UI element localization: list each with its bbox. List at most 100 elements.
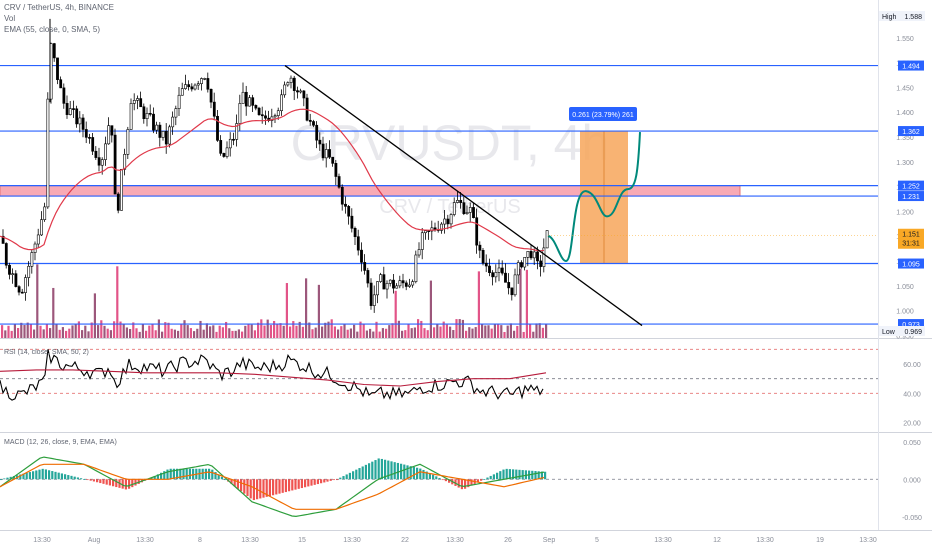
volume-bar — [244, 325, 247, 338]
volume-bar — [317, 284, 320, 338]
candle — [302, 90, 306, 99]
macd-histogram-bar — [393, 462, 396, 480]
descending-trendline[interactable] — [284, 65, 643, 327]
candle — [120, 168, 123, 211]
volume-bar — [13, 323, 16, 338]
candle — [491, 272, 495, 278]
volume-bar — [193, 331, 196, 338]
macd-histogram-bar — [153, 475, 156, 480]
price-level-tag-text: 1.231 — [902, 194, 920, 201]
candle — [200, 78, 203, 84]
volume-legend[interactable]: Vol — [4, 14, 16, 23]
watermark-symbol: CRVUSDT, 4h — [291, 115, 610, 171]
candle — [404, 282, 408, 287]
resistance-zone[interactable] — [0, 185, 741, 197]
candle — [376, 281, 379, 296]
macd-histogram-bar — [521, 470, 524, 480]
macd-histogram-bar — [259, 479, 262, 499]
macd-histogram-bar — [265, 479, 268, 497]
price-level-tag — [898, 191, 924, 202]
time-tick-label: 13:30 — [446, 537, 464, 544]
high-value: 1.588 — [904, 14, 922, 21]
macd-histogram-bar — [102, 479, 105, 484]
macd-histogram-bar — [252, 479, 255, 501]
volume-bar — [516, 325, 519, 338]
volume-bar — [26, 322, 29, 338]
price-pane[interactable] — [0, 0, 878, 338]
macd-histogram-bar — [419, 468, 422, 480]
macd-histogram-bar — [233, 479, 236, 487]
price-tick-label: 1.350 — [896, 135, 914, 142]
volume-bar — [493, 324, 496, 338]
candle — [497, 267, 501, 273]
volume-bar — [490, 328, 493, 338]
candle — [430, 227, 434, 232]
macd-histogram-bar — [502, 469, 505, 480]
time-tick-label: 13:30 — [654, 537, 672, 544]
macd-histogram-bar — [131, 479, 134, 488]
volume-bar — [503, 331, 506, 338]
volume-bar — [423, 328, 426, 338]
macd-histogram-bar — [28, 472, 31, 480]
time-tick-label: 13:30 — [859, 537, 877, 544]
price-level-tag — [898, 319, 924, 330]
ema-legend[interactable]: EMA (55, close, 0, SMA, 5) — [4, 25, 101, 34]
candle — [174, 108, 178, 118]
macd-histogram-bar — [444, 479, 447, 482]
candle — [180, 88, 184, 96]
macd-histogram-bar — [86, 479, 89, 481]
volume-bar — [180, 324, 183, 338]
volume-bar — [157, 319, 160, 338]
candle — [372, 294, 376, 306]
volume-bar — [164, 322, 167, 338]
volume-bar — [231, 330, 234, 338]
symbol-legend[interactable]: CRV / TetherUS, 4h, BINANCE — [4, 3, 114, 12]
volume-bar — [205, 323, 208, 338]
macd-histogram-bar — [150, 477, 153, 480]
macd-histogram-bar — [361, 466, 364, 480]
candle — [331, 156, 335, 164]
volume-bar — [196, 328, 199, 338]
projection-path[interactable] — [547, 131, 641, 263]
volume-bar — [189, 328, 192, 338]
price-tick-label: 1.000 — [896, 309, 914, 316]
time-tick-label: 13:30 — [241, 537, 259, 544]
macd-histogram-bar — [121, 479, 124, 489]
macd-histogram-bar — [486, 477, 489, 480]
candle — [100, 159, 104, 166]
candle — [228, 138, 232, 149]
macd-histogram-bar — [355, 469, 358, 480]
time-tick-label: 13:30 — [136, 537, 154, 544]
candle — [513, 274, 517, 296]
time-tick-label: 19 — [816, 537, 824, 544]
candle — [459, 200, 463, 203]
volume-bar — [151, 323, 154, 338]
volume-bar — [538, 323, 541, 338]
macd-histogram-bar — [44, 469, 47, 480]
rsi-ma-line — [0, 369, 547, 387]
volume-bar — [161, 331, 164, 338]
candle — [142, 106, 146, 119]
price-level-tag — [898, 258, 924, 269]
volume-bar — [177, 330, 180, 338]
macd-histogram-bar — [281, 479, 284, 493]
macd-histogram-bar — [12, 476, 15, 480]
volume-bar — [506, 325, 509, 338]
volume-bar — [353, 324, 356, 338]
macd-histogram-bar — [534, 471, 537, 480]
volume-bar — [359, 321, 362, 338]
volume-bar — [340, 326, 343, 338]
macd-histogram-bar — [96, 479, 99, 483]
price-tick-label: 1.450 — [896, 85, 914, 92]
macd-histogram-bar — [156, 474, 159, 480]
price-tick-label: 1.300 — [896, 160, 914, 167]
volume-bar — [49, 328, 52, 338]
time-tick-label: 12 — [713, 537, 721, 544]
price-level-tag-text: 1.095 — [902, 262, 920, 269]
volume-bar — [321, 326, 324, 338]
macd-histogram-bar — [432, 474, 435, 480]
volume-bar — [199, 320, 202, 338]
candle — [270, 116, 274, 121]
candle — [11, 273, 15, 275]
